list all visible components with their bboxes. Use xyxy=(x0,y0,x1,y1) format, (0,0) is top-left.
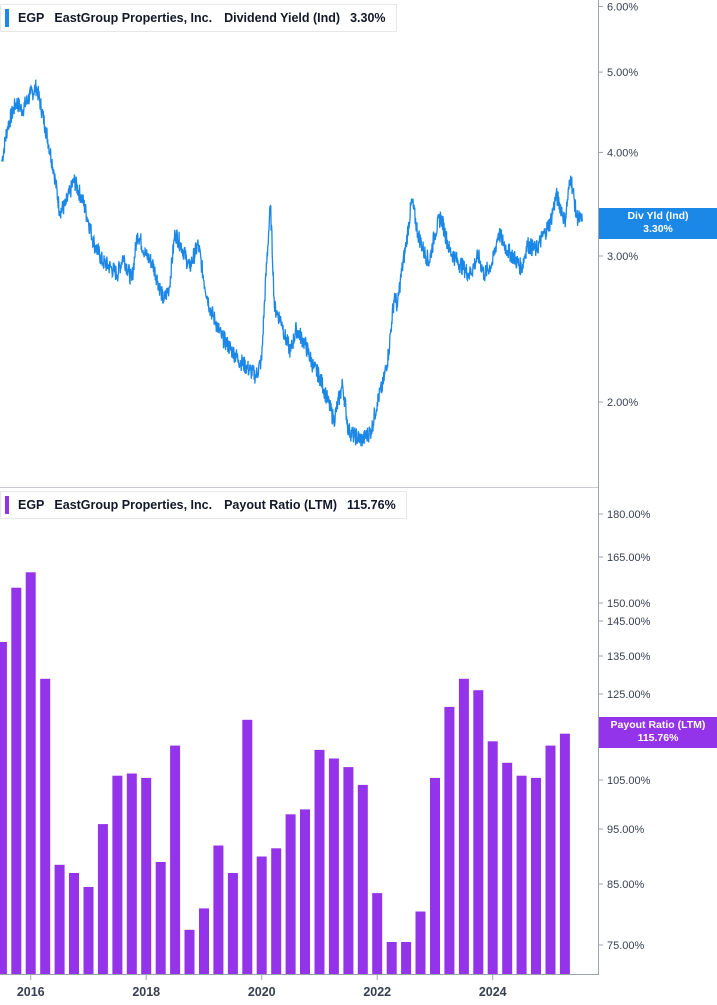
payout-bar xyxy=(242,719,253,974)
top-legend-ticker: EGP xyxy=(18,11,45,25)
payout-bar xyxy=(256,856,267,974)
top-y-tick-label: 5.00% xyxy=(607,67,638,79)
payout-bar xyxy=(458,678,469,974)
top-y-axis: 6.00% 5.00% 4.00% 3.00% 2.00% xyxy=(598,1,638,409)
payout-bars xyxy=(0,572,570,975)
bottom-y-tick-label: 75.00% xyxy=(607,940,645,952)
payout-bar xyxy=(155,862,166,974)
dividend-yield-line xyxy=(1,79,583,447)
payout-bar xyxy=(213,845,224,974)
payout-bar xyxy=(430,777,440,974)
payout-bar xyxy=(386,942,397,974)
payout-bar xyxy=(199,908,209,974)
top-y-tick-label: 4.00% xyxy=(607,147,638,159)
payout-bar xyxy=(473,690,484,974)
payout-bar xyxy=(487,741,498,974)
dividend-yield-tag-label: Div Yld (Ind) xyxy=(627,210,689,222)
bottom-legend-value: 115.76% xyxy=(347,498,396,512)
bottom-y-tick-label: 135.00% xyxy=(607,651,651,663)
payout-bar xyxy=(112,775,123,974)
top-legend-value: 3.30% xyxy=(350,11,386,25)
payout-bar xyxy=(559,733,570,974)
bottom-y-tick-label: 180.00% xyxy=(607,509,651,521)
payout-bar xyxy=(25,572,36,974)
payout-bar xyxy=(285,814,296,974)
top-y-tick-label: 6.00% xyxy=(607,1,638,13)
payout-bar xyxy=(415,911,426,974)
payout-bar xyxy=(0,642,7,974)
bottom-y-tick-label: 125.00% xyxy=(607,689,651,701)
bottom-legend-ticker: EGP xyxy=(18,498,45,512)
x-tick-label: 2022 xyxy=(363,985,391,999)
x-tick-label: 2016 xyxy=(17,985,45,999)
top-legend[interactable]: EGP EastGroup Properties, Inc. Dividend … xyxy=(0,4,397,32)
payout-bar xyxy=(357,784,368,974)
bottom-y-tick-label: 105.00% xyxy=(607,775,651,787)
bottom-y-tick-label: 150.00% xyxy=(607,598,651,610)
payout-bar xyxy=(401,942,412,974)
payout-bar xyxy=(300,809,310,974)
bottom-y-tick-label: 85.00% xyxy=(607,879,645,891)
payout-bar xyxy=(227,873,238,974)
bottom-y-tick-label: 145.00% xyxy=(607,616,651,628)
payout-bar xyxy=(531,777,541,974)
top-legend-company: EastGroup Properties, Inc. xyxy=(54,11,213,25)
top-y-tick-label: 3.00% xyxy=(607,251,638,263)
payout-bar xyxy=(54,864,65,975)
payout-bar xyxy=(545,745,556,974)
payout-bar xyxy=(97,824,108,974)
payout-bar xyxy=(328,758,339,974)
payout-bar xyxy=(11,587,22,974)
bottom-y-tick-label: 95.00% xyxy=(607,824,645,836)
payout-ratio-tag-label: Payout Ratio (LTM) xyxy=(610,719,706,731)
payout-bar xyxy=(170,745,181,974)
top-legend-metric: Dividend Yield (Ind) xyxy=(224,11,341,25)
payout-bar xyxy=(40,678,51,974)
bottom-legend[interactable]: EGP EastGroup Properties, Inc. Payout Ra… xyxy=(0,491,407,519)
x-axis: 2016 2018 2020 2022 2024 xyxy=(17,975,507,999)
payout-bar xyxy=(502,762,513,974)
top-legend-swatch xyxy=(5,9,9,27)
payout-bar xyxy=(69,873,79,974)
payout-bar xyxy=(83,887,94,974)
payout-bar xyxy=(141,777,152,974)
top-y-tick-label: 2.00% xyxy=(607,397,638,409)
payout-bar xyxy=(444,706,455,974)
payout-bar xyxy=(271,848,282,975)
payout-bar xyxy=(372,893,383,974)
bottom-legend-swatch xyxy=(5,496,9,514)
payout-bar xyxy=(516,775,527,974)
payout-bar xyxy=(314,749,325,974)
payout-bar xyxy=(343,767,354,974)
payout-ratio-price-tag: Payout Ratio (LTM) 115.76% xyxy=(599,717,717,748)
payout-bar xyxy=(184,929,195,975)
bottom-legend-metric: Payout Ratio (LTM) xyxy=(224,498,338,512)
dividend-yield-tag-value: 3.30% xyxy=(643,223,673,235)
dividend-yield-price-tag: Div Yld (Ind) 3.30% xyxy=(599,208,717,239)
x-tick-label: 2020 xyxy=(248,985,276,999)
payout-bar xyxy=(126,773,137,974)
bottom-legend-company: EastGroup Properties, Inc. xyxy=(54,498,213,512)
payout-ratio-tag-value: 115.76% xyxy=(637,732,679,744)
x-tick-label: 2018 xyxy=(132,985,160,999)
x-tick-label: 2024 xyxy=(479,985,507,999)
bottom-y-axis: 180.00% 165.00% 150.00% 145.00% 135.00% 125.0… xyxy=(598,509,651,952)
bottom-y-tick-label: 165.00% xyxy=(607,552,651,564)
